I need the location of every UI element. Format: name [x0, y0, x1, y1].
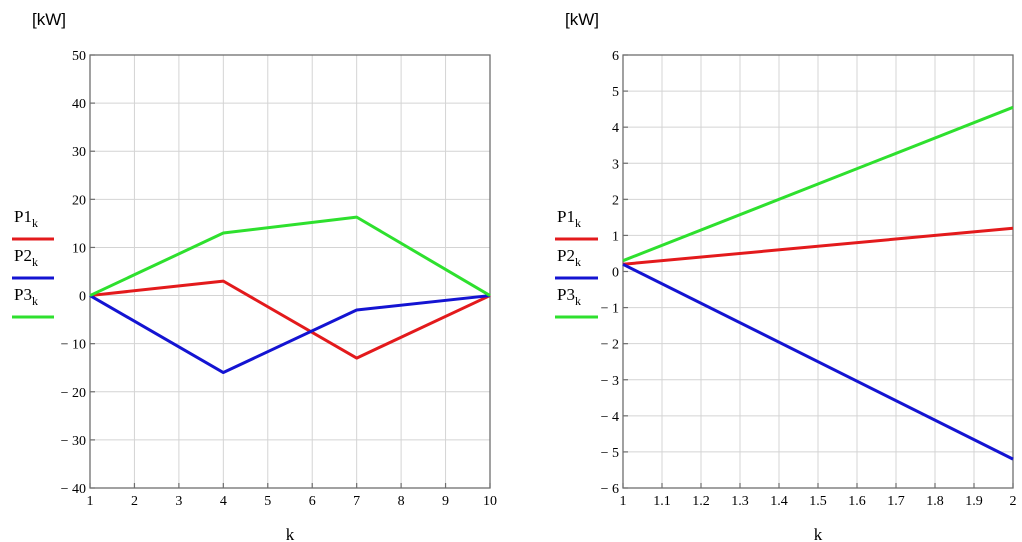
x-tick-label: 2 [131, 494, 138, 509]
x-tick-label: 1.9 [965, 494, 983, 509]
x-tick-label: 6 [309, 494, 316, 509]
x-tick-label: 3 [175, 494, 182, 509]
y-tick-label: − 4 [601, 410, 619, 425]
y-tick-label: − 1 [601, 302, 619, 317]
x-tick-label: 1 [620, 494, 627, 509]
x-tick-label: 1 [87, 494, 94, 509]
x-tick-label: 5 [264, 494, 271, 509]
legend-label-p2: P2k [14, 246, 38, 269]
y-tick-label: − 6 [601, 482, 619, 497]
y-tick-label: 4 [612, 121, 619, 136]
y-tick-label: 20 [72, 193, 86, 208]
x-tick-label: 2 [1010, 494, 1017, 509]
y-axis-unit: [kW] [32, 10, 66, 29]
y-tick-label: 6 [612, 49, 619, 64]
x-tick-label: 1.1 [653, 494, 671, 509]
legend-label-p1: P1k [557, 207, 581, 230]
x-tick-label: 4 [220, 494, 227, 509]
series-line-p1 [89, 279, 491, 360]
y-tick-label: 0 [612, 266, 619, 281]
y-tick-label: 40 [72, 97, 86, 112]
x-tick-label: 1.5 [809, 494, 827, 509]
legend-label-p3: P3k [557, 285, 581, 308]
y-tick-label: − 3 [601, 374, 619, 389]
series-line-p2 [89, 294, 491, 375]
y-tick-label: 1 [612, 229, 619, 244]
x-tick-label: 10 [483, 494, 497, 509]
series-line-p2 [622, 262, 1014, 461]
y-tick-label: 30 [72, 145, 86, 160]
x-axis-label: k [814, 525, 823, 542]
series-line-p3 [622, 105, 1014, 263]
y-tick-label: − 40 [61, 482, 86, 497]
y-tick-label: 50 [72, 49, 86, 64]
series-line-p3 [89, 215, 491, 297]
x-axis-label: k [286, 525, 295, 542]
y-tick-label: 10 [72, 241, 86, 256]
y-axis-unit: [kW] [565, 10, 599, 29]
y-tick-label: 2 [612, 193, 619, 208]
y-tick-label: − 5 [601, 446, 619, 461]
x-tick-label: 1.6 [848, 494, 866, 509]
plot-frame [89, 54, 491, 489]
y-tick-label: − 10 [61, 338, 86, 353]
x-tick-label: 1.8 [926, 494, 944, 509]
y-tick-label: 5 [612, 85, 619, 100]
y-tick-label: 3 [612, 157, 619, 172]
y-tick-label: − 20 [61, 386, 86, 401]
chart-1: 1 2 3 4 5 6 7 8 9 10 50 40 30 20 10 0 − 10 − 20 − 30 − 40 [k… [12, 10, 497, 542]
y-tick-label: 0 [79, 290, 86, 305]
x-tick-label: 1.2 [692, 494, 710, 509]
series-line-p1 [622, 226, 1014, 266]
x-tick-label: 1.7 [887, 494, 905, 509]
x-tick-label: 9 [442, 494, 449, 509]
legend-label-p2: P2k [557, 246, 581, 269]
chart-2: 1 1.1 1.2 1.3 1.4 1.5 1.6 1.7 1.8 1.9 2 6 5 4 3 2 1 0 − 1 −… [555, 10, 1017, 542]
y-tick-label: − 2 [601, 338, 619, 353]
x-tick-label: 8 [398, 494, 405, 509]
y-tick-label: − 30 [61, 434, 86, 449]
legend-label-p1: P1k [14, 207, 38, 230]
x-tick-label: 1.3 [731, 494, 749, 509]
x-tick-label: 1.4 [770, 494, 788, 509]
legend-label-p3: P3k [14, 285, 38, 308]
x-tick-label: 7 [353, 494, 360, 509]
